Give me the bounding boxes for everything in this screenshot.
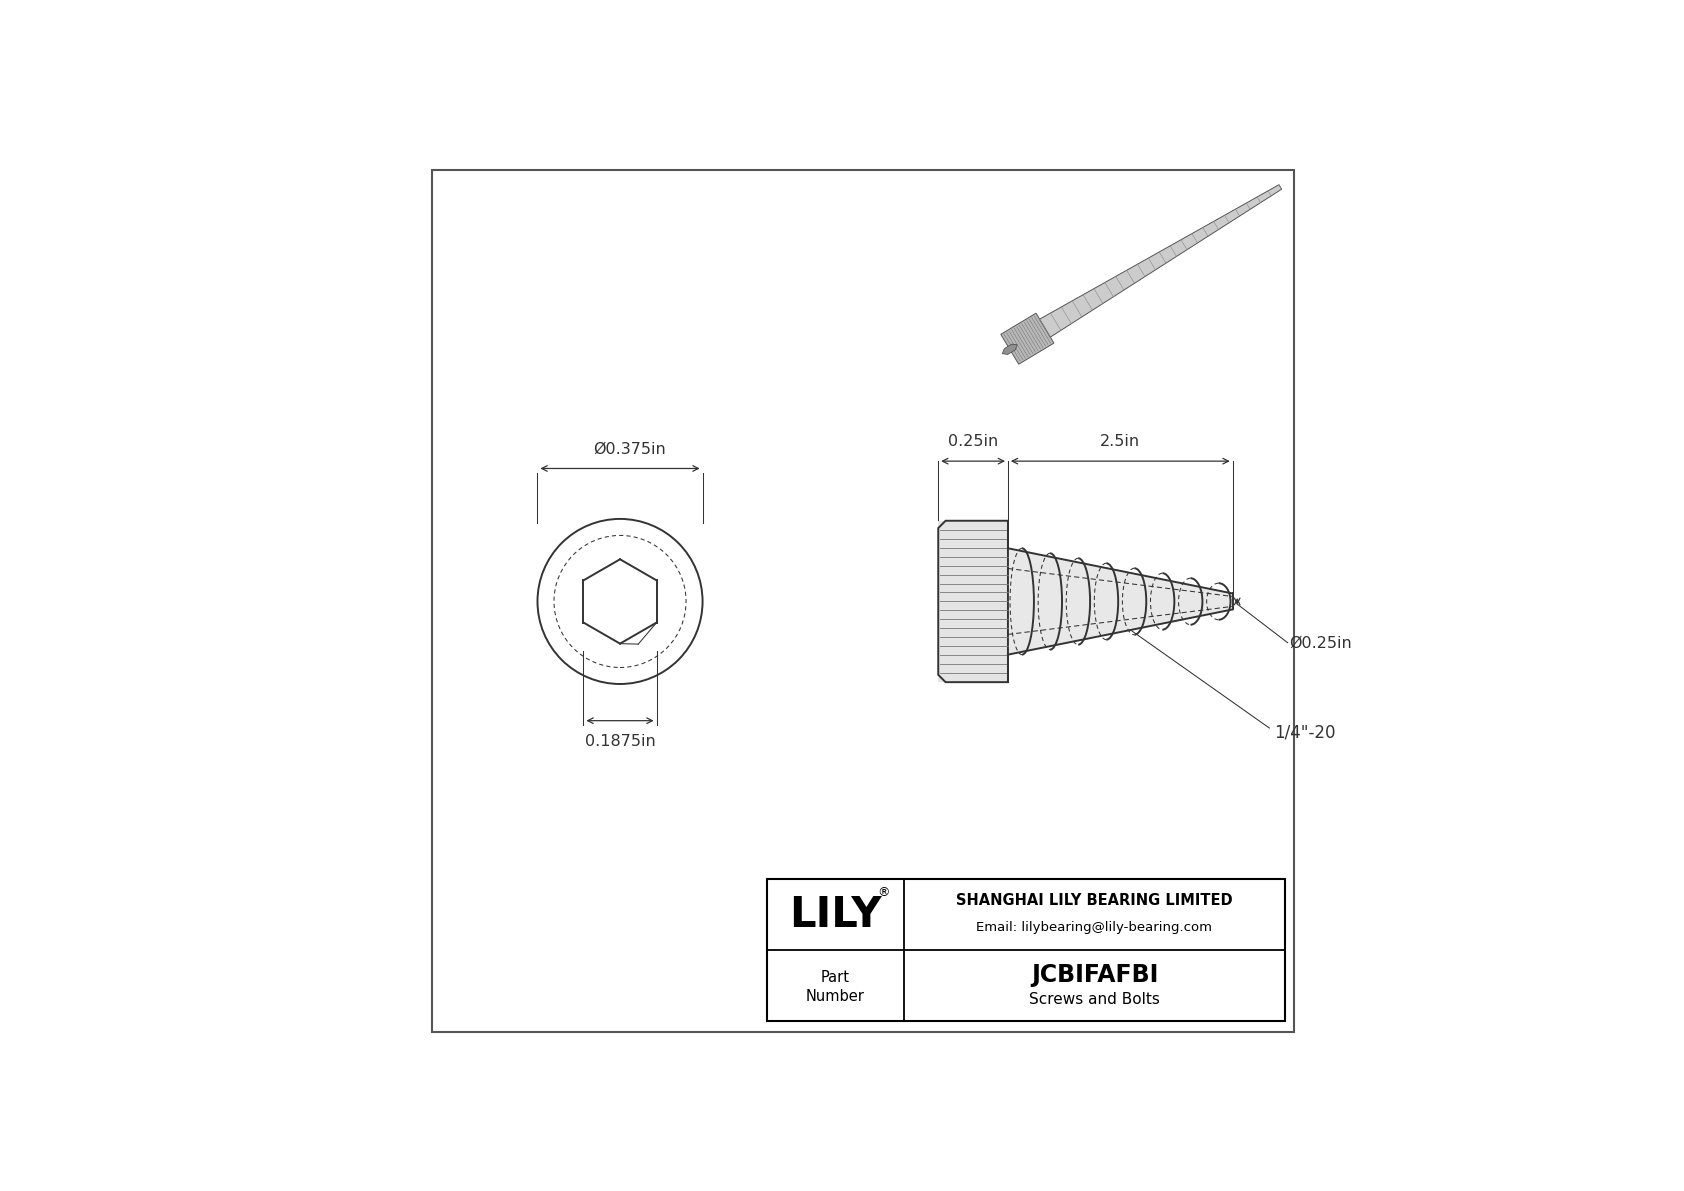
Text: 0.25in: 0.25in — [948, 435, 999, 449]
Text: Number: Number — [807, 990, 866, 1004]
Polygon shape — [1039, 185, 1282, 337]
Text: Screws and Bolts: Screws and Bolts — [1029, 992, 1160, 1008]
Polygon shape — [1009, 548, 1233, 655]
Text: 2.5in: 2.5in — [1100, 435, 1140, 449]
Polygon shape — [1000, 313, 1054, 364]
Text: LILY: LILY — [790, 894, 882, 936]
Text: Ø0.25in: Ø0.25in — [1290, 635, 1352, 650]
Text: 0.1875in: 0.1875in — [584, 734, 655, 748]
Text: Email: lilybearing@lily-bearing.com: Email: lilybearing@lily-bearing.com — [977, 921, 1212, 934]
Text: JCBIFAFBI: JCBIFAFBI — [1031, 964, 1159, 987]
Polygon shape — [1002, 344, 1017, 355]
Text: 1/4"-20: 1/4"-20 — [1273, 724, 1335, 742]
Bar — [766, 879, 1285, 1022]
Text: Ø0.375in: Ø0.375in — [593, 442, 665, 456]
Text: SHANGHAI LILY BEARING LIMITED: SHANGHAI LILY BEARING LIMITED — [957, 893, 1233, 908]
Text: ®: ® — [877, 886, 889, 899]
Text: Part: Part — [820, 971, 850, 985]
Bar — [938, 520, 1009, 682]
